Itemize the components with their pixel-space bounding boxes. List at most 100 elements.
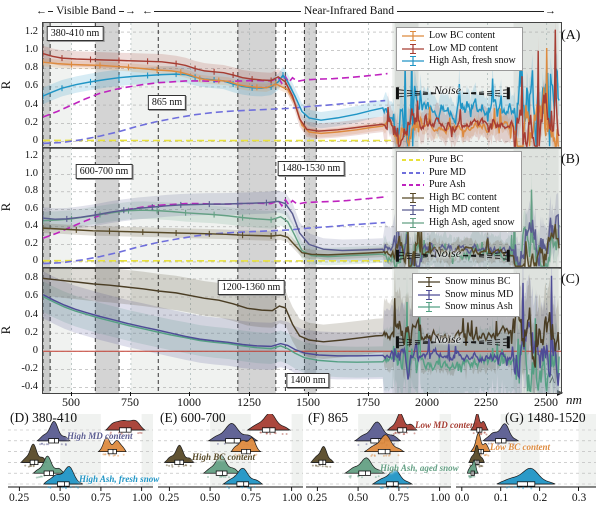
y-tick-label: 0.2: [24, 117, 38, 128]
legend-item-label: High Ash, aged snow: [429, 216, 515, 228]
errorbar-line-icon: [418, 277, 440, 288]
ridge-tick-label: 1.00: [131, 492, 153, 504]
ridge-plot: [456, 414, 596, 491]
ridge-tick-label: 0.25: [158, 492, 180, 504]
legend-item: Snow minus MD: [417, 289, 513, 302]
legend-item: High MD content: [401, 204, 515, 217]
y-tick-label: 0.2: [24, 327, 38, 338]
y-tick-label: 0.6: [24, 203, 38, 214]
x-tick-mark: [486, 392, 487, 396]
ridge-annotation: Low BC content: [490, 442, 551, 452]
legend: Snow minus BC Snow minus MD Snow minus Ash: [412, 273, 521, 317]
ridge-annotation: High MD content: [67, 431, 133, 441]
ridge-tick-label: 0.75: [90, 492, 112, 504]
ridge-tick-label: 0.50: [347, 492, 369, 504]
ridge-plot: [8, 414, 153, 491]
dashed-line-icon: [402, 159, 424, 162]
ridge-tick-label: 0.0: [454, 492, 470, 504]
dashed-line-icon: [402, 184, 424, 187]
y-tick-label: 0.8: [24, 62, 38, 73]
wavelength-label-box: 1400 nm: [286, 373, 330, 388]
ridge-panel-f: [306, 414, 451, 492]
x-tick-mark: [71, 392, 72, 396]
panel-letter: (A): [561, 28, 581, 43]
y-tick-label: 0.6: [24, 290, 38, 301]
legend-item: High Ash, aged snow: [401, 217, 515, 230]
nir-band-arrow: ← Near-Infrared Band →: [142, 4, 556, 18]
ridge-tick-label: 0.75: [388, 492, 410, 504]
arrow-left-icon: ←: [142, 5, 153, 17]
noise-annotation: Noise: [433, 332, 462, 347]
legend-item: High Ash, fresh snow: [401, 55, 516, 68]
ridge-panel-e: [158, 414, 303, 492]
wavelength-label-box: 1200-1360 nm: [217, 280, 285, 295]
legend-item-label: Snow minus BC: [445, 276, 511, 287]
legend: Low BC content Low MD content High Ash, fr…: [396, 27, 523, 71]
dashed-line-icon: [402, 171, 424, 174]
x-tick-label: 2000: [415, 395, 439, 409]
noise-annotation: Noise: [433, 83, 462, 98]
errorbar-line-icon: [402, 205, 424, 216]
y-tick-label: 0.8: [24, 272, 38, 283]
y-tick-label: 1.0: [24, 168, 38, 179]
legend-item: High BC content: [401, 192, 515, 205]
ridge-tick-label: 0.2: [532, 492, 548, 504]
ridge-panel-d: [8, 414, 153, 492]
panel-a-wrap: [42, 22, 562, 149]
y-tick-label: 1.0: [24, 44, 38, 55]
y-axis-label: R: [0, 197, 14, 217]
y-tick-label: 0: [32, 345, 38, 356]
x-tick-mark: [427, 392, 428, 396]
y-tick-label: 1.2: [24, 26, 38, 37]
y-tick-label: 0: [32, 135, 38, 146]
y-tick-label: 0: [32, 255, 38, 266]
legend-item: Snow minus BC: [417, 276, 513, 289]
x-tick-mark: [130, 392, 131, 396]
x-axis-lambda-symbol: λ: [549, 371, 556, 386]
legend-item-label: Pure Ash: [429, 179, 466, 190]
x-tick-mark: [189, 392, 190, 396]
legend: Pure BC Pure MD Pure Ash High BC content Hig…: [396, 151, 522, 232]
legend-item-label: Low MD content: [429, 42, 498, 54]
x-tick-label: 1500: [296, 395, 320, 409]
legend-item-label: High MD content: [429, 204, 500, 215]
legend-item: Pure Ash: [401, 179, 515, 192]
wavelength-label-box: 865 nm: [147, 95, 187, 110]
ridge-panel-title: (E) 600-700: [160, 410, 226, 425]
y-tick-label: 0.4: [24, 99, 38, 110]
errorbar-line-icon: [402, 31, 424, 42]
ridge-panel-g: [456, 414, 596, 492]
x-tick-label: 1750: [356, 395, 380, 409]
y-axis-label: R: [0, 75, 14, 95]
legend-item-label: Pure BC: [429, 154, 464, 165]
legend-item-label: High BC content: [429, 191, 497, 203]
ridge-tick-label: 0.50: [199, 492, 221, 504]
ridge-annotation: High BC content: [192, 452, 256, 462]
legend-item-label: Snow minus Ash: [445, 301, 513, 312]
ridge-tick-label: 0.3: [571, 492, 587, 504]
visible-band-label: Visible Band: [56, 5, 116, 17]
ridge-plot: [306, 414, 451, 491]
errorbar-line-icon: [418, 289, 440, 300]
x-tick-mark: [308, 392, 309, 396]
panel-b-wrap: [42, 147, 562, 269]
legend-item-label: Pure MD: [429, 166, 466, 178]
y-tick-label: 0.6: [24, 80, 38, 91]
ridge-tick-label: 0.75: [240, 492, 262, 504]
y-tick-label: -0.2: [21, 363, 38, 374]
panel-a-plot: [43, 23, 561, 148]
y-tick-label: 1.2: [24, 150, 38, 161]
errorbar-line-icon: [402, 217, 424, 228]
ridge-tick-label: 0.25: [306, 492, 328, 504]
noise-annotation: Noise: [433, 245, 462, 260]
ridge-tick-label: 0.1: [493, 492, 509, 504]
legend-item: Snow minus Ash: [417, 301, 513, 314]
ridge-panel-title: (F) 865: [308, 410, 349, 425]
legend-item-label: Low BC content: [429, 30, 496, 41]
x-tick-mark: [368, 392, 369, 396]
y-tick-label: 0.4: [24, 309, 38, 320]
legend-item: Low MD content: [401, 43, 516, 56]
x-tick-label: 500: [62, 395, 80, 409]
y-tick-label: -0.4: [21, 381, 38, 392]
